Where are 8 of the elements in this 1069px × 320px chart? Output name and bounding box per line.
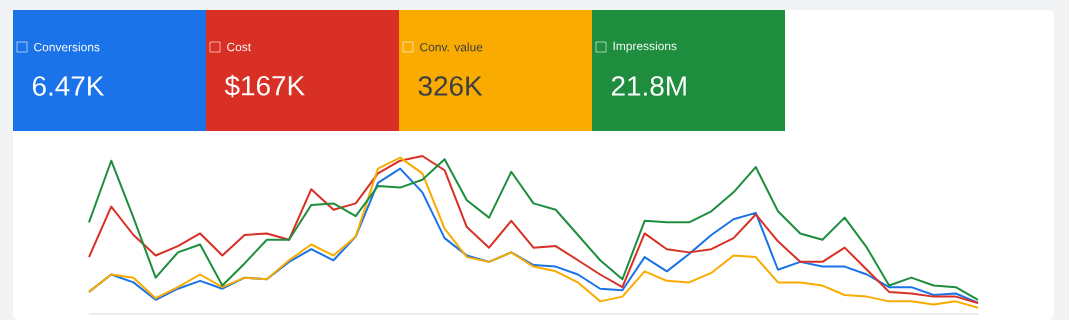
legend-label: Conversions xyxy=(34,42,100,52)
legend-label: Cost xyxy=(227,42,252,52)
text: 6.47K xyxy=(32,76,105,96)
text: 21.8M xyxy=(611,76,686,96)
text: $167K xyxy=(224,74,305,98)
legend-label: Conv. value xyxy=(420,42,483,52)
legend-label: Impressions xyxy=(613,41,677,53)
text: 326K xyxy=(418,76,483,96)
